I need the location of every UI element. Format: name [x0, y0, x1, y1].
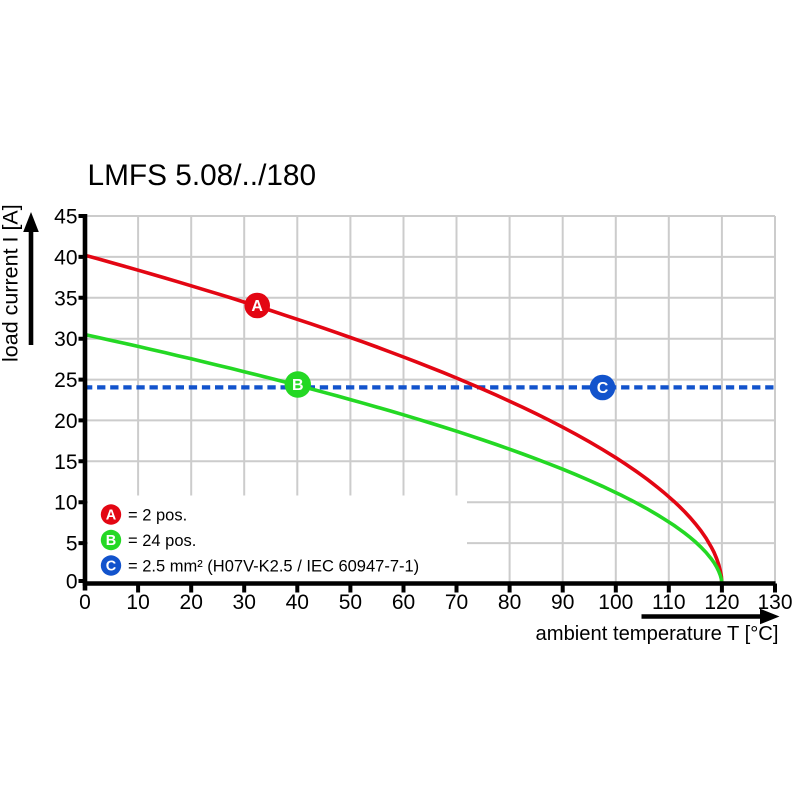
svg-text:C: C	[597, 380, 609, 397]
svg-text:B: B	[292, 377, 304, 394]
svg-text:10: 10	[54, 492, 77, 515]
svg-text:20: 20	[180, 591, 203, 614]
svg-text:40: 40	[286, 591, 309, 614]
svg-text:A: A	[106, 508, 117, 524]
svg-text:40: 40	[54, 246, 77, 269]
svg-text:50: 50	[339, 591, 362, 614]
svg-text:0: 0	[79, 591, 91, 614]
svg-text:25: 25	[54, 369, 77, 392]
svg-text:90: 90	[551, 591, 574, 614]
svg-text:= 2.5 mm² (H07V-K2.5 / IEC 609: = 2.5 mm² (H07V-K2.5 / IEC 60947-7-1)	[128, 558, 419, 576]
svg-text:45: 45	[54, 206, 77, 229]
svg-text:B: B	[106, 533, 116, 549]
svg-text:60: 60	[392, 591, 415, 614]
svg-text:100: 100	[598, 591, 633, 614]
svg-text:5: 5	[66, 533, 78, 556]
svg-text:= 2 pos.: = 2 pos.	[128, 507, 187, 525]
svg-text:20: 20	[54, 410, 77, 433]
svg-text:30: 30	[233, 591, 256, 614]
svg-text:130: 130	[757, 591, 792, 614]
svg-text:70: 70	[445, 591, 468, 614]
svg-text:35: 35	[54, 287, 77, 310]
svg-text:80: 80	[498, 591, 521, 614]
svg-text:30: 30	[54, 328, 77, 351]
svg-text:load current I [A]: load current I [A]	[0, 204, 23, 362]
svg-text:10: 10	[126, 591, 149, 614]
svg-text:110: 110	[652, 591, 685, 614]
svg-text:LMFS 5.08/../180: LMFS 5.08/../180	[88, 159, 317, 192]
svg-text:15: 15	[54, 451, 77, 474]
svg-text:ambient temperature T [°C]: ambient temperature T [°C]	[536, 623, 779, 645]
svg-text:0: 0	[66, 571, 78, 594]
svg-text:C: C	[106, 559, 117, 575]
svg-text:= 24 pos.: = 24 pos.	[128, 532, 196, 550]
svg-text:A: A	[251, 298, 263, 315]
svg-text:120: 120	[704, 591, 739, 614]
